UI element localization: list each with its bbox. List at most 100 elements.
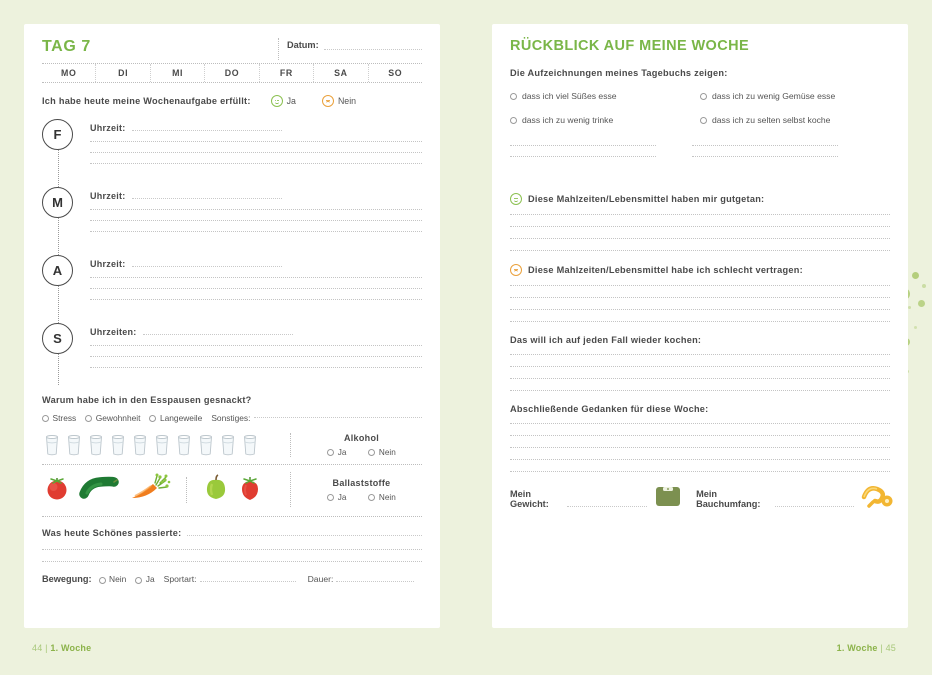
cook-again-lines[interactable] [510, 354, 890, 391]
fruit-icons[interactable] [201, 472, 263, 507]
write-line[interactable] [90, 277, 422, 278]
write-line[interactable] [510, 214, 890, 215]
snack-other-input-line[interactable] [254, 416, 422, 418]
radio-stress[interactable] [42, 414, 49, 422]
write-line[interactable] [510, 250, 890, 251]
write-line[interactable] [90, 163, 422, 164]
water-glasses-row[interactable] [42, 433, 290, 457]
lunch-write-lines[interactable] [90, 209, 422, 232]
weekday-so[interactable]: SO [388, 68, 403, 78]
water-glass-icon[interactable] [174, 433, 194, 457]
duration-input-line[interactable] [336, 581, 415, 582]
write-line[interactable] [90, 356, 422, 357]
good-foods-lines[interactable] [510, 214, 890, 251]
water-glass-icon[interactable] [240, 433, 260, 457]
write-line[interactable] [42, 549, 422, 550]
water-glass-icon[interactable] [108, 433, 128, 457]
checkbox-option-sweets[interactable]: dass ich viel Süßes esse [510, 91, 700, 101]
apple-icon[interactable] [201, 472, 231, 507]
date-field-group[interactable]: Datum: [278, 38, 422, 60]
write-line[interactable] [510, 156, 656, 157]
checkbox-sweets[interactable] [510, 92, 517, 100]
write-line[interactable] [90, 220, 422, 221]
weekday-sa[interactable]: SA [314, 64, 369, 82]
checkbox-vegetables[interactable] [700, 92, 707, 100]
write-line[interactable] [510, 238, 890, 239]
radio-fiber-no[interactable] [368, 493, 376, 501]
write-line[interactable] [510, 354, 890, 355]
write-line[interactable] [510, 447, 890, 448]
bad-foods-lines[interactable] [510, 285, 890, 322]
lunch-time-input-line[interactable] [131, 198, 282, 199]
sport-type-input-line[interactable] [199, 581, 296, 582]
write-line[interactable] [510, 366, 890, 367]
write-line[interactable] [510, 226, 890, 227]
write-line[interactable] [42, 561, 422, 562]
checkbox-option-cooking[interactable]: dass ich zu selten selbst koche [700, 115, 890, 125]
weekday-mi[interactable]: MI [151, 64, 206, 82]
weight-input-line[interactable] [567, 506, 647, 507]
write-line[interactable] [90, 141, 422, 142]
write-line[interactable] [510, 378, 890, 379]
water-glass-icon[interactable] [196, 433, 216, 457]
carrot-icon[interactable] [126, 472, 172, 507]
strawberry-icon[interactable] [237, 472, 263, 507]
cucumber-icon[interactable] [78, 473, 120, 506]
alcohol-yes-option[interactable]: Ja [327, 448, 346, 457]
water-glass-icon[interactable] [130, 433, 150, 457]
write-line[interactable] [90, 367, 422, 368]
write-line[interactable] [510, 309, 890, 310]
weekday-do[interactable]: DO [205, 64, 260, 82]
write-line[interactable] [90, 288, 422, 289]
waist-input-line[interactable] [774, 506, 854, 507]
radio-movement-yes[interactable] [135, 577, 143, 584]
write-line[interactable] [510, 390, 890, 391]
checkbox-cooking[interactable] [700, 116, 707, 124]
water-glass-icon[interactable] [152, 433, 172, 457]
checkbox-drink[interactable] [510, 116, 517, 124]
snack-time-input-line[interactable] [142, 334, 293, 335]
weekday-fr[interactable]: FR [260, 64, 315, 82]
write-line[interactable] [510, 285, 890, 286]
radio-movement-no[interactable] [98, 577, 106, 584]
water-glass-icon[interactable] [42, 433, 62, 457]
tomato-icon[interactable] [42, 473, 72, 506]
weekly-task-no-option[interactable]: Nein [321, 95, 356, 107]
weekday-mo[interactable]: MO [42, 64, 97, 82]
fiber-no-option[interactable]: Nein [368, 493, 396, 502]
write-line[interactable] [692, 145, 838, 146]
radio-fiber-yes[interactable] [327, 493, 335, 501]
write-line[interactable] [510, 423, 890, 424]
write-line[interactable] [510, 459, 890, 460]
fiber-yes-option[interactable]: Ja [327, 493, 346, 502]
write-line[interactable] [510, 435, 890, 436]
final-thoughts-lines[interactable] [510, 423, 890, 472]
dinner-write-lines[interactable] [90, 277, 422, 300]
breakfast-time-input-line[interactable] [131, 130, 282, 131]
breakfast-write-lines[interactable] [90, 141, 422, 164]
weekday-di[interactable]: DI [96, 64, 151, 82]
radio-alcohol-yes[interactable] [327, 449, 335, 456]
write-line[interactable] [510, 321, 890, 322]
vegetable-icons[interactable] [42, 472, 172, 507]
write-line[interactable] [510, 471, 890, 472]
write-line[interactable] [90, 231, 422, 232]
water-glass-icon[interactable] [218, 433, 238, 457]
water-glass-icon[interactable] [86, 433, 106, 457]
checkbox-option-drink[interactable]: dass ich zu wenig trinke [510, 115, 700, 125]
date-input-line[interactable] [323, 49, 422, 50]
write-line[interactable] [90, 345, 422, 346]
write-line[interactable] [90, 209, 422, 210]
write-line[interactable] [90, 299, 422, 300]
write-line[interactable] [510, 145, 656, 146]
water-glass-icon[interactable] [64, 433, 84, 457]
dinner-time-input-line[interactable] [131, 266, 282, 267]
checkbox-option-vegetables[interactable]: dass ich zu wenig Gemüse esse [700, 91, 890, 101]
snack-write-lines[interactable] [90, 345, 422, 368]
alcohol-no-option[interactable]: Nein [368, 448, 396, 457]
weekly-task-yes-option[interactable]: Ja [270, 95, 296, 107]
radio-alcohol-no[interactable] [368, 449, 376, 456]
nice-thing-input-line[interactable] [187, 535, 422, 536]
write-line[interactable] [90, 152, 422, 153]
radio-gewohnheit[interactable] [85, 414, 93, 422]
